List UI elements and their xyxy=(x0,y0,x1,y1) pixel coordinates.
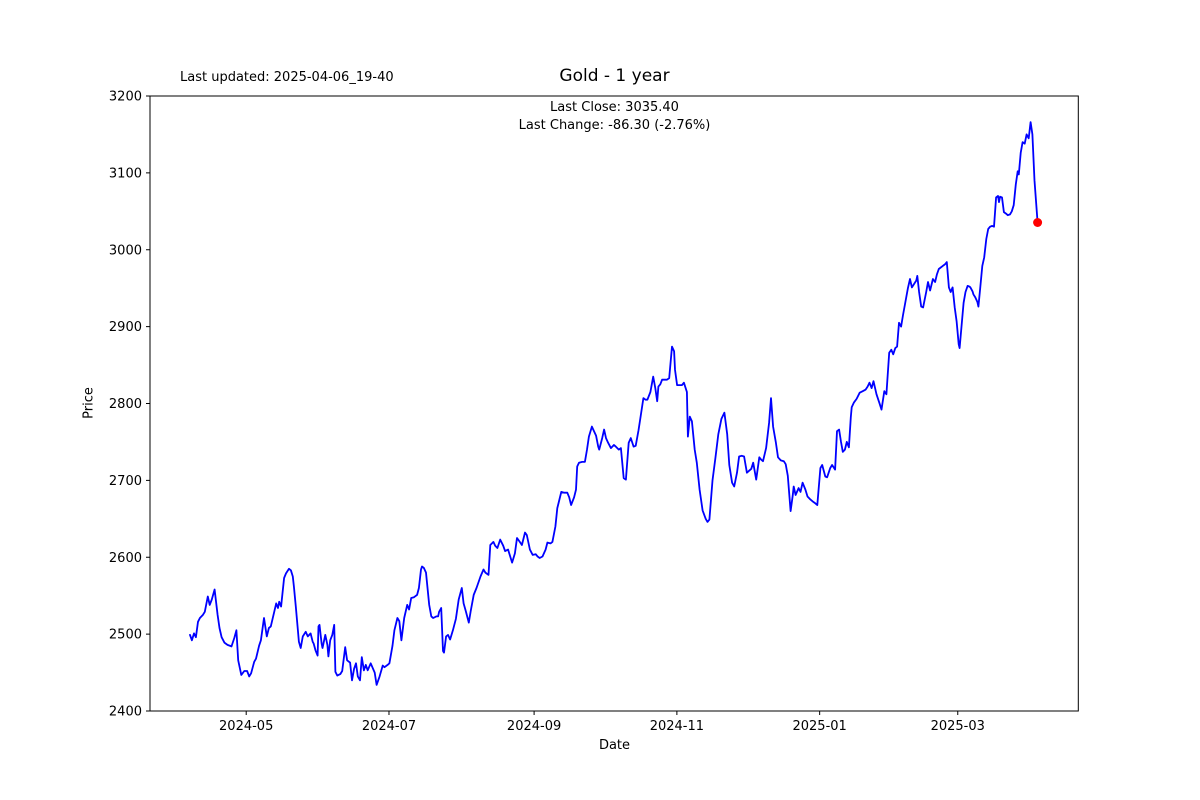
x-tick-label: 2024-09 xyxy=(507,719,561,734)
x-tick-group: 2024-05 2024-07 2024-09 2024-11 2025-01 2025-… xyxy=(219,711,985,734)
axes-spines xyxy=(149,95,1079,712)
x-axis-label: Date xyxy=(598,738,631,753)
y-tick-label: 3200 xyxy=(109,90,142,105)
price-line xyxy=(189,121,1039,686)
last-updated-text: Last updated: 2025-04-06_19-40 xyxy=(180,70,394,85)
x-tick-label: 2024-05 xyxy=(219,719,273,734)
y-tick-label: 2900 xyxy=(109,320,142,335)
y-axis-label: Price xyxy=(81,387,97,419)
y-tick-label: 2800 xyxy=(109,397,142,412)
y-tick-label: 2700 xyxy=(109,474,142,489)
last-stats-annotation: Last Close: 3035.40 Last Change: -86.30 (… xyxy=(150,99,1079,135)
last-close-marker xyxy=(1033,218,1043,227)
last-change-text: Last Change: -86.30 (-2.76%) xyxy=(518,118,711,133)
x-tick-label: 2024-11 xyxy=(650,719,704,734)
y-tick-label: 3100 xyxy=(109,166,142,181)
y-tick-label: 2600 xyxy=(109,551,142,566)
y-tick-label: 2400 xyxy=(109,705,142,720)
last-close-text: Last Close: 3035.40 xyxy=(550,100,679,115)
y-tick-label: 2500 xyxy=(109,628,142,643)
y-tick-group: 2400 2500 2600 2700 2800 2900 3000 3100 3200 xyxy=(109,90,150,720)
chart-title: Gold - 1 year xyxy=(559,66,670,86)
x-tick-label: 2025-01 xyxy=(792,719,846,734)
x-tick-label: 2025-03 xyxy=(931,719,985,734)
y-tick-label: 3000 xyxy=(109,243,142,258)
x-tick-label: 2024-07 xyxy=(362,719,416,734)
